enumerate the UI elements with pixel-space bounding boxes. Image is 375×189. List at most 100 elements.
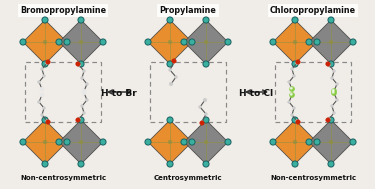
Circle shape: [226, 40, 230, 44]
Circle shape: [203, 161, 209, 167]
Circle shape: [330, 140, 333, 143]
Circle shape: [145, 139, 151, 145]
Circle shape: [271, 40, 275, 44]
Circle shape: [290, 87, 294, 91]
Circle shape: [189, 39, 195, 45]
Circle shape: [40, 68, 44, 70]
Circle shape: [329, 18, 333, 22]
Circle shape: [167, 17, 173, 23]
Circle shape: [56, 39, 62, 45]
Circle shape: [172, 59, 176, 63]
Circle shape: [332, 91, 336, 95]
Circle shape: [336, 99, 338, 101]
Circle shape: [79, 18, 83, 22]
Circle shape: [291, 114, 293, 116]
Text: H to Cl: H to Cl: [239, 89, 273, 98]
Circle shape: [20, 139, 26, 145]
Circle shape: [225, 39, 231, 45]
Circle shape: [86, 83, 88, 85]
Circle shape: [76, 118, 80, 122]
Circle shape: [314, 139, 320, 145]
Circle shape: [168, 62, 172, 66]
Circle shape: [293, 62, 297, 66]
Circle shape: [81, 105, 83, 107]
Circle shape: [293, 118, 297, 122]
Bar: [275, 62, 351, 122]
Circle shape: [100, 139, 106, 145]
Polygon shape: [23, 20, 67, 64]
Circle shape: [225, 139, 231, 145]
Circle shape: [330, 40, 333, 43]
Circle shape: [65, 40, 69, 44]
Polygon shape: [23, 120, 67, 164]
Circle shape: [78, 61, 84, 67]
Circle shape: [80, 40, 82, 43]
Circle shape: [42, 117, 48, 123]
Circle shape: [181, 139, 187, 145]
Circle shape: [288, 101, 290, 103]
Circle shape: [43, 62, 47, 66]
Circle shape: [42, 61, 48, 67]
Circle shape: [326, 118, 330, 122]
Circle shape: [292, 117, 298, 123]
Circle shape: [40, 114, 44, 116]
Circle shape: [46, 120, 48, 122]
Circle shape: [328, 64, 330, 66]
Circle shape: [168, 18, 172, 22]
Circle shape: [329, 118, 333, 122]
Circle shape: [290, 87, 292, 89]
Circle shape: [290, 92, 294, 98]
Circle shape: [328, 117, 334, 123]
Circle shape: [332, 88, 336, 94]
Circle shape: [293, 18, 297, 22]
Circle shape: [332, 89, 334, 91]
Circle shape: [314, 39, 320, 45]
Circle shape: [172, 61, 176, 63]
Circle shape: [333, 112, 335, 114]
Bar: [150, 62, 226, 122]
Circle shape: [86, 99, 88, 101]
Circle shape: [78, 161, 84, 167]
Circle shape: [168, 118, 172, 122]
Circle shape: [350, 139, 356, 145]
Circle shape: [38, 101, 40, 103]
Circle shape: [204, 118, 208, 122]
Polygon shape: [148, 120, 192, 164]
Circle shape: [331, 77, 333, 79]
Circle shape: [326, 62, 330, 66]
Circle shape: [43, 107, 45, 109]
Circle shape: [146, 40, 150, 44]
Circle shape: [205, 113, 207, 115]
Circle shape: [271, 140, 275, 144]
Circle shape: [328, 161, 334, 167]
Circle shape: [204, 140, 207, 143]
Circle shape: [100, 39, 106, 45]
Circle shape: [199, 106, 201, 108]
Circle shape: [80, 140, 82, 143]
Circle shape: [43, 162, 47, 166]
Circle shape: [270, 139, 276, 145]
Circle shape: [81, 77, 83, 79]
Circle shape: [181, 39, 187, 45]
Circle shape: [21, 40, 25, 44]
Circle shape: [78, 118, 80, 120]
Circle shape: [42, 161, 48, 167]
Circle shape: [43, 118, 47, 122]
Circle shape: [78, 117, 84, 123]
Text: Centrosymmetric: Centrosymmetric: [154, 175, 222, 181]
Circle shape: [329, 162, 333, 166]
Circle shape: [82, 112, 86, 114]
Circle shape: [203, 98, 207, 102]
Circle shape: [57, 140, 61, 144]
Circle shape: [79, 62, 83, 66]
Circle shape: [182, 40, 186, 44]
Circle shape: [101, 40, 105, 44]
Circle shape: [296, 60, 300, 64]
Circle shape: [167, 161, 173, 167]
Circle shape: [292, 161, 298, 167]
Circle shape: [351, 40, 355, 44]
Circle shape: [292, 61, 298, 67]
Circle shape: [182, 140, 186, 144]
Circle shape: [167, 117, 173, 123]
Circle shape: [315, 40, 319, 44]
